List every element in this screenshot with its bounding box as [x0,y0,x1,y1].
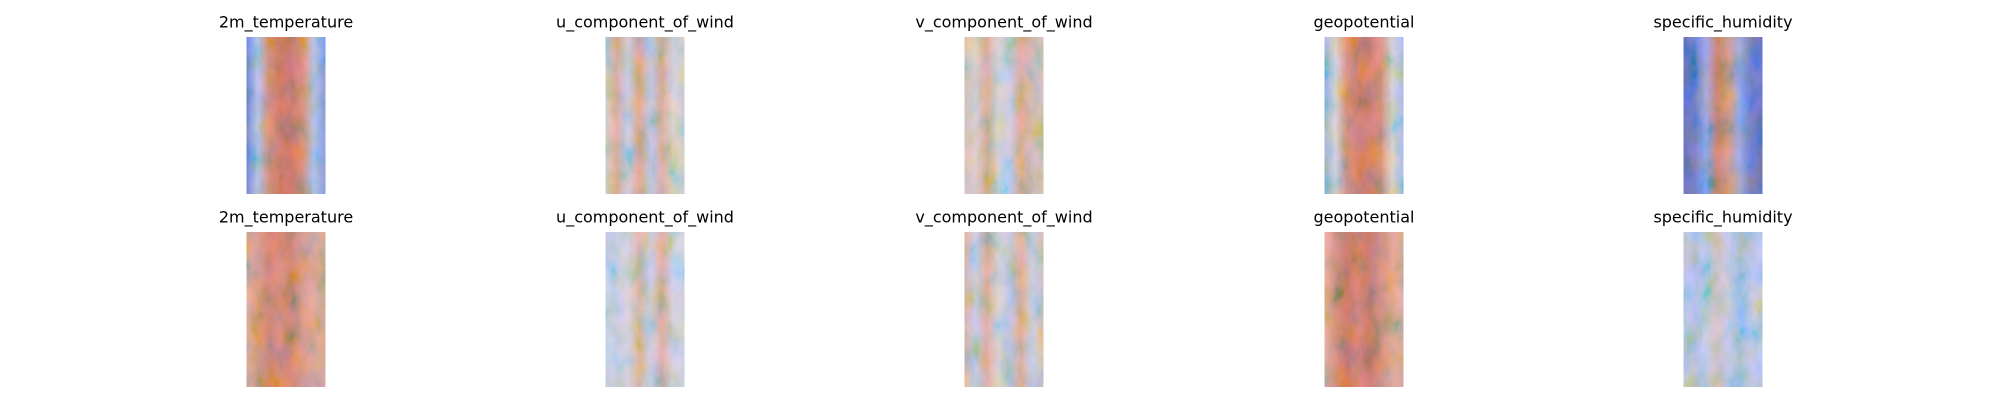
panel-title: specific_humidity [1653,208,1792,228]
panel: specific_humidity [1653,208,1793,387]
panel: u_component_of_wind [556,13,734,194]
heatmap-texture [964,37,1044,194]
heatmap-texture [605,232,685,387]
panel-title: u_component_of_wind [556,13,734,33]
heatmap-texture [1683,37,1763,194]
heatmap-texture [246,232,326,387]
panel-title: v_component_of_wind [915,208,1092,228]
panel-title: 2m_temperature [219,208,353,228]
panel-title: geopotential [1314,208,1415,227]
heatmap-texture [605,37,685,194]
panel: v_component_of_wind [915,13,1093,194]
panel: 2m_temperature [219,208,353,387]
panel-title: specific_humidity [1653,13,1792,33]
heatmap-texture [1324,232,1404,387]
panel-title: 2m_temperature [219,13,353,33]
panel: geopotential [1314,13,1415,194]
panel-title: v_component_of_wind [915,13,1092,33]
panel: v_component_of_wind [915,208,1093,387]
heatmap-texture [964,232,1044,387]
heatmap-texture [1683,232,1763,387]
panel: u_component_of_wind [556,208,734,387]
panel: geopotential [1314,208,1415,387]
panel-title: u_component_of_wind [556,208,734,228]
panel: 2m_temperature [219,13,353,194]
heatmap-texture [1324,37,1404,194]
panel-title: geopotential [1314,13,1415,32]
heatmap-texture [246,37,326,194]
panel: specific_humidity [1653,13,1793,194]
